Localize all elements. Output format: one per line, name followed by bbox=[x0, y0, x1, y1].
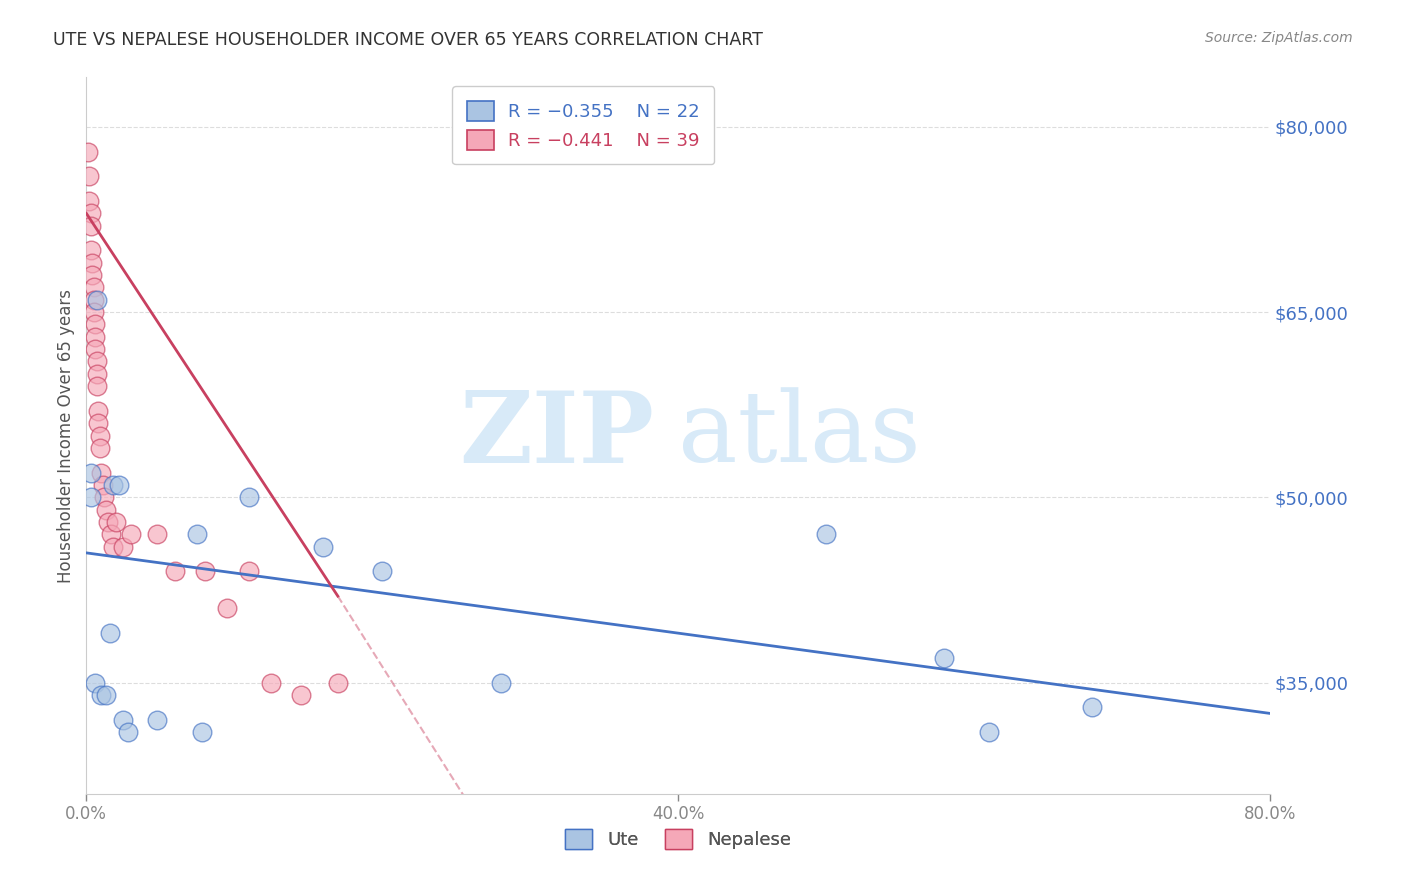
Point bbox=[190, 725, 212, 739]
Point bbox=[120, 527, 142, 541]
Y-axis label: Householder Income Over 65 years: Householder Income Over 65 years bbox=[58, 288, 75, 582]
Point bbox=[101, 540, 124, 554]
Point bbox=[94, 688, 117, 702]
Point bbox=[90, 466, 112, 480]
Point bbox=[815, 527, 838, 541]
Point bbox=[80, 244, 103, 258]
Point bbox=[104, 515, 127, 529]
Point bbox=[86, 293, 108, 307]
Point bbox=[326, 675, 349, 690]
Text: UTE VS NEPALESE HOUSEHOLDER INCOME OVER 65 YEARS CORRELATION CHART: UTE VS NEPALESE HOUSEHOLDER INCOME OVER … bbox=[53, 31, 763, 49]
Point bbox=[86, 367, 108, 381]
Point bbox=[91, 478, 114, 492]
Point bbox=[84, 342, 107, 356]
Point bbox=[260, 675, 283, 690]
Point bbox=[194, 565, 217, 579]
Point bbox=[146, 713, 169, 727]
Point bbox=[87, 404, 110, 418]
Point bbox=[77, 169, 100, 184]
Point bbox=[98, 626, 121, 640]
Point bbox=[108, 478, 131, 492]
Point bbox=[80, 466, 103, 480]
Text: ZIP: ZIP bbox=[460, 387, 654, 484]
Point bbox=[76, 145, 98, 159]
Point bbox=[489, 675, 512, 690]
Point bbox=[93, 491, 115, 505]
Point bbox=[83, 280, 105, 294]
Text: atlas: atlas bbox=[678, 388, 921, 483]
Point bbox=[100, 527, 122, 541]
Point bbox=[371, 565, 394, 579]
Point bbox=[90, 688, 112, 702]
Point bbox=[312, 540, 335, 554]
Point bbox=[80, 219, 103, 233]
Point bbox=[84, 675, 107, 690]
Point bbox=[1081, 700, 1104, 714]
Point bbox=[83, 293, 105, 307]
Point bbox=[112, 713, 135, 727]
Point bbox=[97, 515, 120, 529]
Point bbox=[165, 565, 187, 579]
Point bbox=[117, 725, 139, 739]
Point bbox=[146, 527, 169, 541]
Point bbox=[290, 688, 312, 702]
Point bbox=[86, 379, 108, 393]
Legend: Ute, Nepalese: Ute, Nepalese bbox=[558, 822, 799, 856]
Point bbox=[84, 330, 107, 344]
Point bbox=[89, 428, 111, 442]
Point bbox=[89, 441, 111, 455]
Point bbox=[112, 540, 135, 554]
Point bbox=[87, 416, 110, 430]
Point bbox=[80, 491, 103, 505]
Point bbox=[238, 565, 260, 579]
Point bbox=[186, 527, 208, 541]
Point bbox=[84, 318, 107, 332]
Point bbox=[934, 650, 956, 665]
Point bbox=[82, 255, 104, 269]
Point bbox=[77, 194, 100, 208]
Point bbox=[215, 601, 238, 615]
Point bbox=[977, 725, 1000, 739]
Text: Source: ZipAtlas.com: Source: ZipAtlas.com bbox=[1205, 31, 1353, 45]
Point bbox=[80, 206, 103, 220]
Point bbox=[101, 478, 124, 492]
Point bbox=[83, 305, 105, 319]
Point bbox=[82, 268, 104, 282]
Point bbox=[94, 502, 117, 516]
Point bbox=[86, 354, 108, 368]
Point bbox=[238, 491, 260, 505]
